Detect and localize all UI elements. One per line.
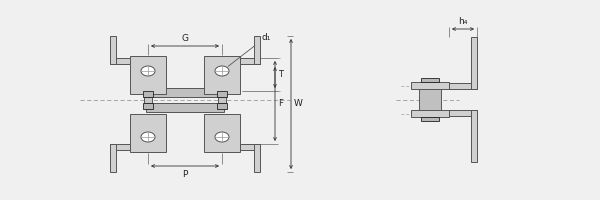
Bar <box>144 97 152 103</box>
Text: P: P <box>182 170 188 179</box>
Bar <box>240 144 260 150</box>
Bar <box>143 103 153 109</box>
Bar <box>146 88 224 97</box>
Bar <box>421 78 439 82</box>
Bar <box>130 56 166 94</box>
Text: d₁: d₁ <box>262 33 271 42</box>
Bar <box>143 91 153 97</box>
Ellipse shape <box>141 66 155 76</box>
Bar <box>254 36 260 64</box>
Bar <box>449 83 477 89</box>
Bar <box>471 110 477 162</box>
Bar <box>110 36 116 64</box>
Bar <box>217 103 227 109</box>
Bar <box>218 97 226 103</box>
Text: T: T <box>278 70 283 79</box>
Text: F: F <box>278 99 283 108</box>
Bar <box>146 103 224 112</box>
Bar <box>130 114 166 152</box>
Bar <box>110 58 130 64</box>
Bar <box>419 83 441 117</box>
Bar <box>411 110 449 117</box>
Bar <box>110 144 130 150</box>
Text: G: G <box>182 34 188 43</box>
Bar <box>217 91 227 97</box>
Bar <box>471 37 477 89</box>
Bar <box>204 114 240 152</box>
Bar <box>254 144 260 172</box>
Bar <box>240 58 260 64</box>
Bar <box>421 117 439 121</box>
Ellipse shape <box>215 132 229 142</box>
Text: h₄: h₄ <box>458 17 467 26</box>
Ellipse shape <box>215 66 229 76</box>
Bar <box>449 110 477 116</box>
Bar <box>411 82 449 89</box>
Ellipse shape <box>141 132 155 142</box>
Text: W: W <box>294 99 303 108</box>
Bar <box>204 56 240 94</box>
Bar <box>110 144 116 172</box>
